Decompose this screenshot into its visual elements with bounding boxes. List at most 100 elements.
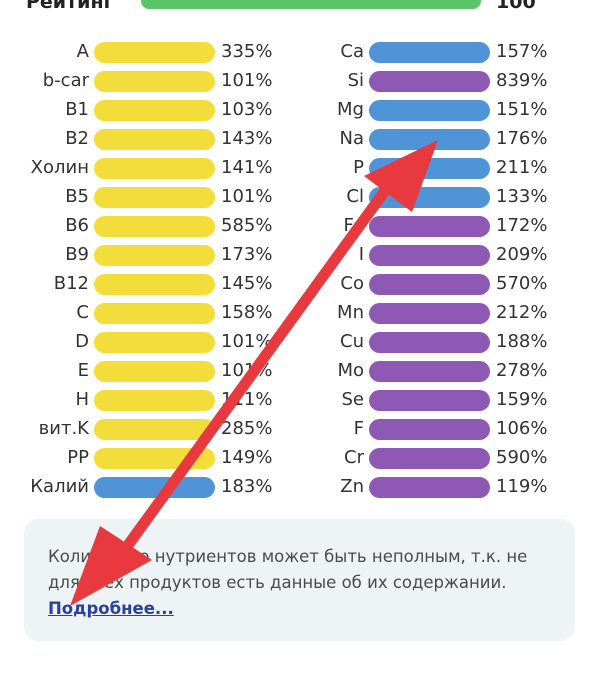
nutrient-row: B2 143%	[0, 125, 290, 154]
nutrient-percent: 278%	[496, 360, 548, 381]
nutrient-row: Mo 278%	[300, 357, 599, 386]
nutrient-percent: 285%	[221, 418, 273, 439]
nutrient-percent: 111%	[221, 389, 273, 410]
nutrient-row: Cu 188%	[300, 328, 599, 357]
info-note-body: Количество нутриентов может быть неполны…	[48, 547, 528, 592]
nutrient-percent: 119%	[496, 476, 548, 497]
nutrient-name: Mg	[337, 99, 364, 120]
rating-label: Рейтинг	[26, 0, 114, 13]
nutrient-row: B5 101%	[0, 183, 290, 212]
nutrient-bar	[369, 390, 490, 411]
nutrient-percent: 158%	[221, 302, 273, 323]
nutrient-percent: 101%	[221, 360, 273, 381]
nutrient-name: B1	[65, 99, 89, 120]
nutrient-name: Cl	[346, 186, 364, 207]
nutrient-name: b-car	[42, 70, 89, 91]
nutrient-bar	[94, 71, 215, 92]
nutrient-percent: 183%	[221, 476, 273, 497]
nutrient-row: Ca 157%	[300, 38, 599, 67]
nutrient-bar	[94, 274, 215, 295]
nutrient-bar	[369, 332, 490, 353]
nutrient-name: F	[353, 418, 364, 439]
nutrient-list-right: Ca 157% Si 839% Mg 151% Na 176% P 211% Cl 133% Fe 172…	[300, 38, 599, 502]
nutrient-percent: 103%	[221, 99, 273, 120]
nutrient-name: B12	[53, 273, 89, 294]
nutrient-percent: 173%	[221, 244, 273, 265]
nutrient-list-left: A 335% b-car 101% B1 103% B2 143% Холин 141% B5 101…	[0, 38, 290, 502]
nutrient-name: B6	[65, 215, 89, 236]
nutrient-name: B2	[65, 128, 89, 149]
nutrient-percent: 106%	[496, 418, 548, 439]
nutrient-name: E	[77, 360, 89, 381]
nutrient-percent: 188%	[496, 331, 548, 352]
nutrient-row: P 211%	[300, 154, 599, 183]
nutrient-bar	[94, 419, 215, 440]
nutrient-percent: 211%	[496, 157, 548, 178]
nutrient-bar	[94, 100, 215, 121]
nutrient-name: Холин	[30, 157, 89, 178]
nutrient-name: A	[76, 41, 89, 62]
nutrient-percent: 212%	[496, 302, 548, 323]
nutrient-row: E 101%	[0, 357, 290, 386]
nutrient-bar	[94, 303, 215, 324]
nutrient-percent: 590%	[496, 447, 548, 468]
nutrient-bar	[94, 42, 215, 63]
nutrient-percent: 335%	[221, 41, 273, 62]
nutrient-row: Холин 141%	[0, 154, 290, 183]
nutrient-name: вит.K	[38, 418, 89, 439]
nutrient-row: I 209%	[300, 241, 599, 270]
nutrient-row: Cl 133%	[300, 183, 599, 212]
nutrient-bar	[369, 187, 490, 208]
nutrient-bar	[94, 245, 215, 266]
nutrient-row: H 111%	[0, 386, 290, 415]
nutrient-bar	[369, 71, 490, 92]
nutrient-percent: 143%	[221, 128, 273, 149]
nutrient-name: Co	[340, 273, 364, 294]
nutrient-name: Mn	[337, 302, 364, 323]
nutrient-row: Si 839%	[300, 67, 599, 96]
nutrient-bar	[94, 129, 215, 150]
nutrient-row: вит.K 285%	[0, 415, 290, 444]
nutrient-percent: 101%	[221, 70, 273, 91]
nutrient-percent: 157%	[496, 41, 548, 62]
nutrient-bar	[94, 216, 215, 237]
nutrient-row: b-car 101%	[0, 67, 290, 96]
nutrient-bar	[369, 216, 490, 237]
nutrient-bar	[369, 419, 490, 440]
nutrient-name: Cr	[344, 447, 364, 468]
nutrient-name: Fe	[343, 215, 364, 236]
nutrient-bar	[369, 274, 490, 295]
nutrient-row: F 106%	[300, 415, 599, 444]
rating-value: 100	[496, 0, 536, 13]
nutrient-name: Ca	[340, 41, 364, 62]
nutrient-percent: 149%	[221, 447, 273, 468]
nutrient-percent: 570%	[496, 273, 548, 294]
nutrient-bar	[369, 245, 490, 266]
nutrient-percent: 172%	[496, 215, 548, 236]
nutrient-bar	[369, 361, 490, 382]
nutrient-percent: 133%	[496, 186, 548, 207]
nutrient-row: A 335%	[0, 38, 290, 67]
nutrient-name: Se	[341, 389, 365, 410]
nutrient-name: Si	[347, 70, 364, 91]
nutrient-percent: 585%	[221, 215, 273, 236]
nutrient-percent: 159%	[496, 389, 548, 410]
nutrient-row: Se 159%	[300, 386, 599, 415]
nutrient-name: PP	[67, 447, 89, 468]
nutrient-bar	[94, 448, 215, 469]
nutrient-name: Калий	[30, 476, 89, 497]
nutrient-name: Na	[339, 128, 365, 149]
nutrient-row: D 101%	[0, 328, 290, 357]
nutrient-name: B5	[65, 186, 89, 207]
rating-bar	[141, 0, 481, 9]
nutrient-row: Калий 183%	[0, 473, 290, 502]
nutrient-percent: 176%	[496, 128, 548, 149]
nutrient-bar	[94, 187, 215, 208]
nutrient-bar	[369, 129, 490, 150]
nutrient-row: B1 103%	[0, 96, 290, 125]
nutrient-name: B9	[65, 244, 89, 265]
nutrient-name: I	[358, 244, 364, 265]
more-link[interactable]: Подробнее...	[48, 599, 174, 618]
nutrient-name: D	[75, 331, 89, 352]
nutrient-name: Cu	[340, 331, 364, 352]
